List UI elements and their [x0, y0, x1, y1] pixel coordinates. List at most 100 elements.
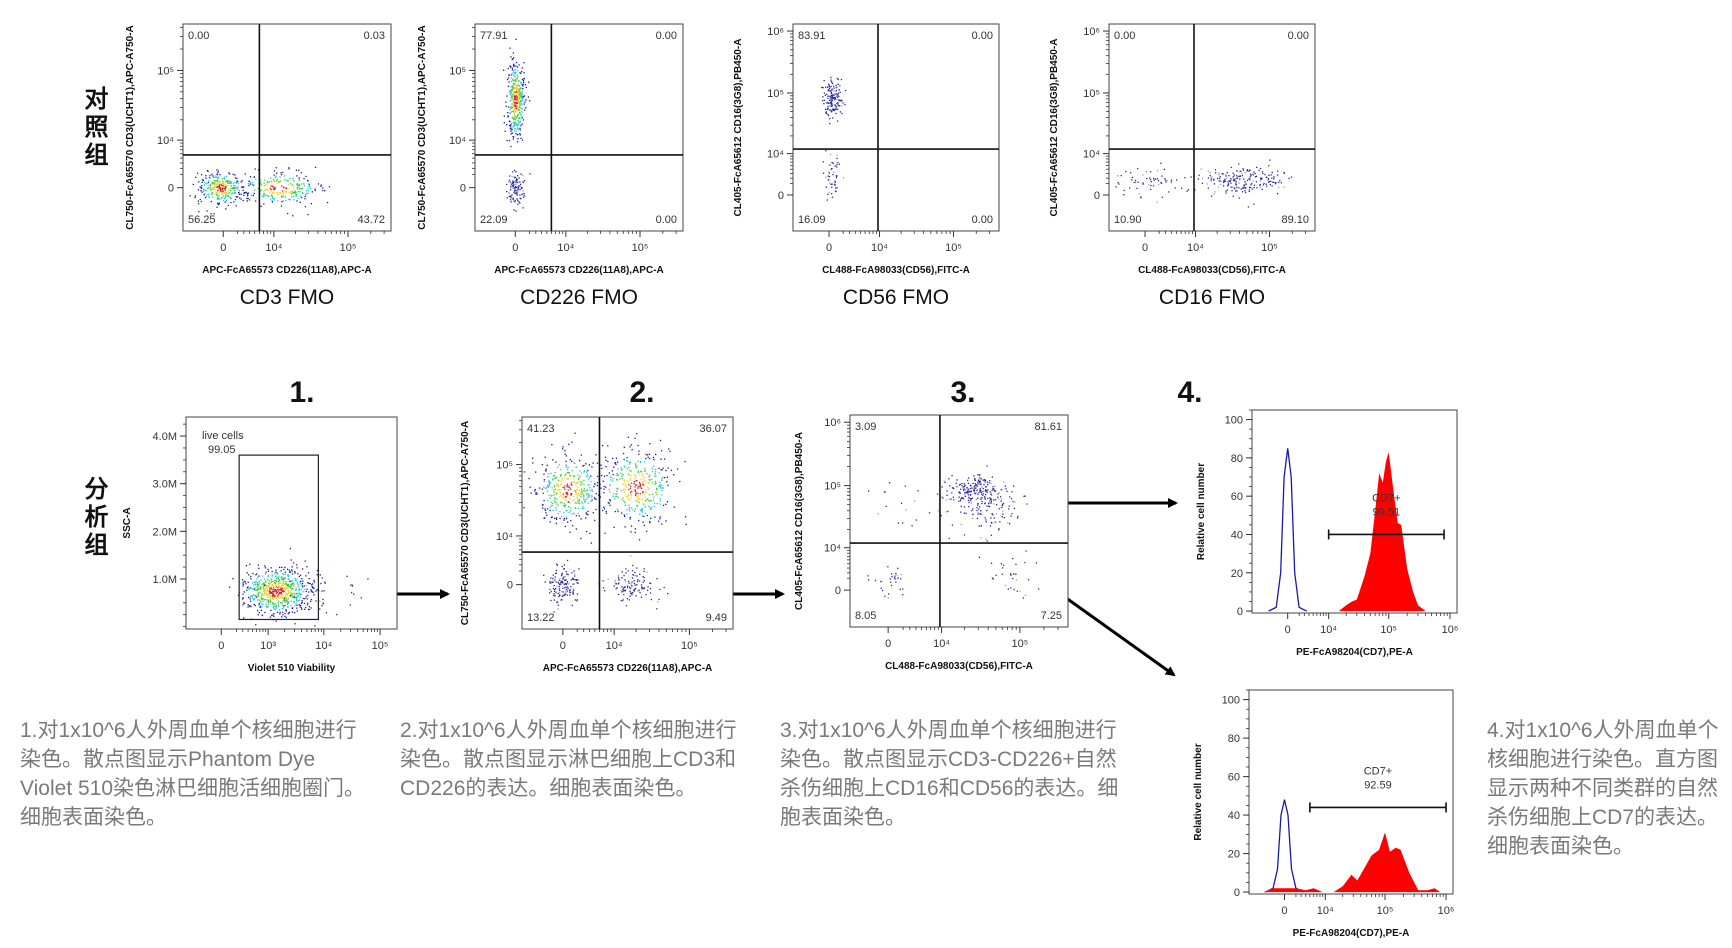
event-dot: [260, 579, 262, 581]
event-dot: [635, 464, 637, 466]
event-dot: [562, 446, 564, 448]
event-dot: [516, 95, 518, 98]
event-dot: [585, 517, 587, 519]
event-dot: [520, 137, 522, 140]
event-dot: [967, 494, 969, 496]
event-dot: [585, 463, 587, 465]
event-dot: [301, 585, 304, 587]
event-dot: [839, 105, 841, 107]
event-dot: [573, 477, 575, 479]
event-dot: [554, 595, 556, 597]
quadrant-upper-right-percentage: 0.00: [656, 30, 677, 42]
event-dot: [513, 95, 515, 97]
event-dot: [902, 522, 904, 524]
event-dot: [928, 512, 931, 514]
event-dot: [515, 91, 517, 93]
event-dot: [966, 486, 968, 489]
event-dot: [532, 462, 534, 464]
event-dot: [215, 175, 217, 177]
event-dot: [987, 489, 989, 491]
event-dot: [831, 97, 833, 99]
event-dot: [643, 588, 645, 590]
event-dot: [308, 183, 310, 185]
event-dot: [243, 591, 245, 593]
event-dot: [545, 470, 547, 472]
event-dot: [212, 183, 215, 185]
event-dot: [569, 474, 572, 477]
event-dot: [555, 507, 557, 509]
event-dot: [551, 505, 553, 507]
event-dot: [514, 122, 516, 125]
event-dot: [309, 188, 312, 190]
event-dot: [991, 489, 993, 491]
event-dot: [661, 490, 663, 492]
live-cells-gate[interactable]: [238, 454, 319, 621]
event-dot: [298, 179, 300, 181]
event-dot: [570, 579, 572, 581]
event-dot: [300, 188, 302, 190]
event-dot: [643, 587, 646, 589]
event-dot: [643, 524, 645, 527]
event-dot: [984, 481, 986, 483]
event-dot: [884, 491, 886, 493]
event-dot: [630, 444, 632, 446]
event-dot: [549, 521, 551, 523]
event-dot: [565, 583, 568, 586]
event-dot: [269, 191, 271, 194]
event-dot: [295, 600, 298, 602]
event-dot: [219, 184, 221, 186]
event-dot: [283, 578, 286, 580]
event-dot: [658, 467, 660, 470]
event-dot: [272, 188, 274, 190]
event-dot: [646, 571, 648, 573]
event-dot: [630, 493, 632, 495]
event-dot: [517, 134, 519, 136]
event-dot: [258, 582, 261, 584]
event-dot: [830, 168, 832, 170]
event-dot: [1244, 190, 1246, 192]
event-dot: [651, 467, 653, 469]
event-dot: [655, 453, 657, 456]
event-dot: [302, 580, 304, 582]
event-dot: [512, 98, 514, 100]
event-dot: [1160, 181, 1162, 184]
event-dot: [315, 590, 317, 592]
event-dot: [264, 179, 266, 181]
event-dot: [951, 487, 954, 489]
event-dot: [236, 177, 238, 180]
event-dot: [275, 585, 277, 587]
event-dot: [593, 486, 595, 488]
event-dot: [969, 498, 971, 500]
event-dot: [1278, 181, 1280, 183]
event-dot: [294, 190, 296, 192]
event-dot: [231, 193, 233, 195]
event-dot: [831, 104, 833, 106]
event-dot: [607, 445, 609, 447]
event-dot: [254, 168, 256, 170]
event-dot: [570, 586, 572, 588]
event-dot: [620, 489, 623, 492]
event-dot: [284, 612, 286, 615]
event-dot: [563, 568, 565, 570]
plot-frame: [182, 23, 392, 232]
event-dot: [200, 186, 203, 189]
event-dot: [990, 492, 992, 494]
event-dot: [516, 115, 518, 118]
event-dot: [618, 582, 620, 584]
event-dot: [226, 175, 228, 178]
event-dot: [655, 482, 657, 484]
event-dot: [937, 510, 939, 512]
event-dot: [665, 520, 667, 522]
event-dot: [1001, 504, 1003, 507]
event-dot: [893, 577, 896, 579]
event-dot: [900, 573, 902, 576]
event-dot: [282, 171, 284, 174]
event-dot: [1238, 182, 1240, 184]
event-dot: [963, 489, 965, 492]
event-dot: [650, 598, 652, 601]
event-dot: [604, 590, 606, 592]
event-dot: [516, 117, 518, 119]
event-dot: [229, 180, 231, 182]
event-dot: [1245, 191, 1247, 194]
event-dot: [547, 486, 549, 488]
